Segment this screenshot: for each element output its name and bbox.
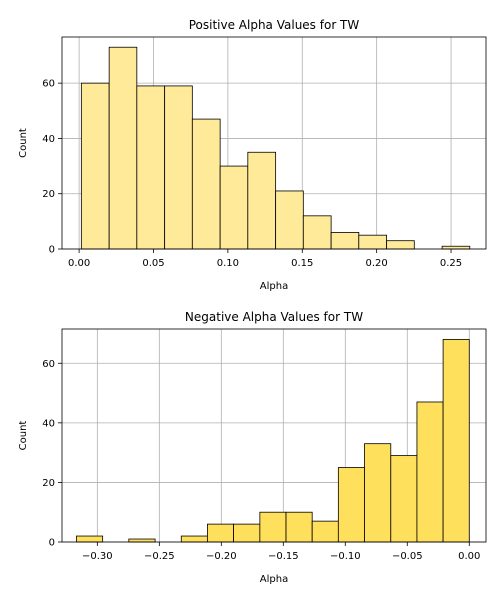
y-tick-label: 0: [49, 538, 55, 549]
x-tick-label: 0.00: [68, 258, 90, 269]
x-axis-label: Alpha: [260, 281, 288, 292]
histogram-bar: [364, 443, 392, 543]
histogram-bar: [330, 232, 360, 250]
x-tick-label: 0.00: [458, 551, 480, 562]
x-tick-label: 0.20: [366, 258, 388, 269]
y-tick-label: 60: [42, 359, 55, 370]
plot-frame: [61, 328, 487, 543]
histogram-bar: [108, 46, 138, 250]
plot-frame: [61, 36, 487, 250]
histogram-bar: [180, 535, 208, 543]
histogram-bar: [164, 85, 193, 250]
histogram-bar: [191, 118, 221, 250]
x-tick-label: 0.25: [440, 258, 462, 269]
y-axis-label: Count: [18, 128, 29, 158]
x-tick-label: 0.05: [142, 258, 164, 269]
chart-positive-alpha: Positive Alpha Values for TW Alpha Count…: [18, 18, 487, 292]
chart-negative-alpha: Negative Alpha Values for TW Alpha Count…: [18, 310, 487, 585]
histogram-bar: [285, 511, 313, 543]
chart-title: Positive Alpha Values for TW: [189, 18, 360, 32]
x-tick-label: −0.25: [144, 551, 175, 562]
histogram-bar: [76, 535, 104, 543]
x-tick-label: −0.05: [392, 551, 423, 562]
histogram-bar: [416, 401, 444, 543]
chart-title: Negative Alpha Values for TW: [185, 310, 363, 324]
histogram-bar: [219, 165, 249, 250]
y-axis-label: Count: [18, 421, 29, 451]
histogram-bar: [275, 190, 304, 250]
y-tick-label: 40: [42, 418, 55, 429]
histogram-bar: [207, 523, 234, 543]
histogram-bar: [337, 467, 365, 543]
histogram-bar: [247, 151, 277, 250]
x-tick-label: 0.10: [217, 258, 239, 269]
x-tick-label: 0.15: [291, 258, 313, 269]
histogram-bar: [233, 523, 261, 543]
histogram-bar: [441, 245, 471, 250]
y-tick-label: 40: [42, 134, 55, 145]
histogram-bar: [442, 339, 470, 543]
histogram-bar: [80, 82, 110, 250]
x-tick-label: −0.10: [330, 551, 361, 562]
histogram-bar: [386, 240, 415, 250]
x-tick-label: −0.20: [206, 551, 237, 562]
histogram-bar: [302, 215, 332, 250]
y-tick-label: 20: [42, 189, 55, 200]
x-tick-label: −0.30: [82, 551, 113, 562]
histogram-bar: [311, 520, 339, 543]
histogram-bar: [259, 511, 287, 543]
y-tick-label: 20: [42, 478, 55, 489]
y-tick-label: 0: [49, 245, 55, 256]
histogram-bar: [128, 538, 156, 543]
histogram-bar: [390, 455, 418, 543]
x-axis-label: Alpha: [260, 574, 288, 585]
x-tick-label: −0.15: [268, 551, 299, 562]
histogram-bar: [136, 85, 166, 250]
histogram-bar: [358, 234, 388, 250]
y-tick-label: 60: [42, 79, 55, 90]
